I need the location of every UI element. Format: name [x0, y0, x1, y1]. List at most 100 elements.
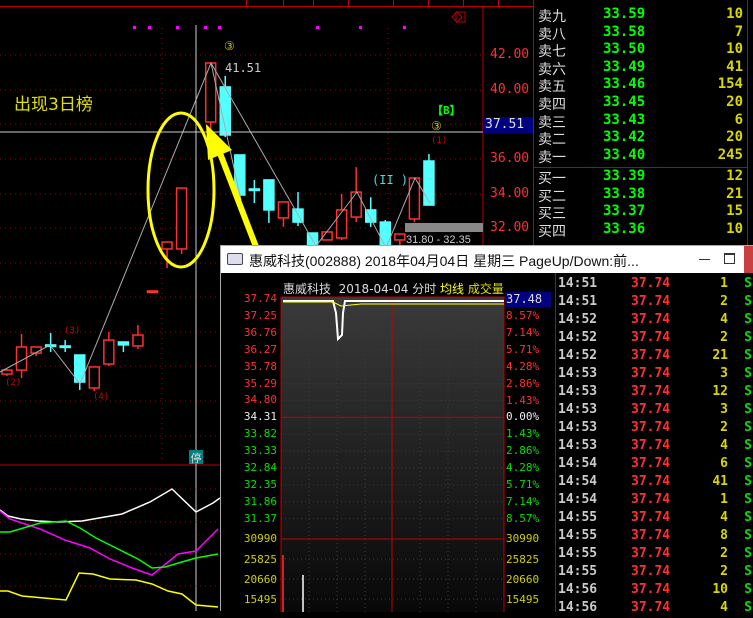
toolbar-tab[interactable] — [498, 0, 499, 7]
header-avg-toggle[interactable]: 均线 — [440, 282, 465, 296]
tick-time: 14:54 — [558, 474, 598, 489]
minimize-icon[interactable] — [699, 259, 710, 260]
tick-row[interactable]: 14:53 37.74 2 S — [556, 420, 753, 438]
volume-label: 20660 — [243, 573, 277, 586]
axis-label: 40.00 — [490, 82, 530, 97]
level-volume: 10 — [726, 41, 743, 58]
percent-label: 4.28% — [506, 359, 540, 373]
order-book-row[interactable]: 买三 33.37 15 — [538, 203, 746, 222]
order-book-row[interactable]: 卖七 33.50 10 — [538, 41, 746, 60]
level-name: 卖三 — [538, 114, 566, 131]
price-label: 37.25 — [243, 308, 277, 322]
candle — [146, 290, 159, 294]
tick-time: 14:53 — [558, 402, 598, 417]
tick-volume: 6 — [720, 456, 728, 471]
tick-row[interactable]: 14:55 37.74 2 S — [556, 564, 753, 582]
tick-time: 14:51 — [558, 276, 598, 291]
order-book-row[interactable]: 卖二 33.42 20 — [538, 129, 746, 148]
tick-row[interactable]: 14:52 37.74 2 S — [556, 330, 753, 348]
toolbar-tab[interactable] — [313, 0, 314, 7]
tick-row[interactable]: 14:53 37.74 3 S — [556, 366, 753, 384]
tick-side: S — [744, 474, 752, 489]
toolbar-tab[interactable] — [393, 0, 394, 7]
level-price: 33.42 — [603, 129, 646, 146]
order-book-row[interactable]: 买二 33.38 21 — [538, 186, 746, 205]
toolbar-tab[interactable] — [348, 0, 349, 7]
tick-side: S — [744, 510, 752, 525]
level-price: 33.43 — [603, 111, 646, 128]
candle — [335, 209, 348, 239]
tick-time: 14:55 — [558, 564, 598, 579]
wave-label: (II ) — [372, 173, 409, 187]
price-line — [283, 300, 504, 342]
tick-volume: 21 — [712, 348, 728, 363]
price-label: 36.76 — [243, 325, 277, 339]
halt-badge: 停 — [189, 450, 203, 465]
percent-label: 1.43% — [506, 393, 540, 407]
percent-label: 7.14% — [506, 494, 540, 508]
tick-row[interactable]: 14:52 37.74 21 S — [556, 348, 753, 366]
tick-side: S — [744, 366, 752, 381]
price-label: 33.33 — [243, 444, 277, 458]
header-volume-toggle[interactable]: 成交量 — [467, 282, 504, 296]
candle — [88, 366, 101, 389]
tick-row[interactable]: 14:56 37.74 10 S — [556, 582, 753, 600]
level-price: 33.49 — [603, 58, 646, 75]
order-book-row[interactable]: 卖八 33.58 7 — [538, 23, 746, 43]
tick-row[interactable]: 14:52 37.74 4 S — [556, 312, 753, 330]
tick-row[interactable]: 14:53 37.74 4 S — [556, 438, 753, 456]
order-book: 卖九 33.59 10 卖八 33.58 7 卖七 33.50 10 卖六 33.49 41 卖五 33.… — [533, 0, 748, 255]
order-book-row[interactable]: 卖一 33.40 245 — [538, 147, 746, 166]
tick-row[interactable]: 14:55 37.74 4 S — [556, 510, 753, 528]
level-price: 33.50 — [603, 41, 646, 58]
buy-marker: 【B】 — [432, 104, 461, 117]
tick-side: S — [744, 582, 752, 597]
tick-row[interactable]: 14:51 37.74 2 S — [556, 294, 753, 312]
order-book-row[interactable]: 买四 33.36 10 — [538, 220, 746, 240]
tick-time: 14:53 — [558, 384, 598, 399]
popup-titlebar[interactable]: 惠威科技(002888) 2018年04月04日 星期三 PageUp/Down… — [221, 246, 753, 273]
tick-row[interactable]: 14:54 37.74 1 S — [556, 492, 753, 510]
maximize-icon[interactable] — [724, 253, 735, 264]
tick-row[interactable]: 14:53 37.74 3 S — [556, 402, 753, 420]
intraday-popup-window[interactable]: 惠威科技(002888) 2018年04月04日 星期三 PageUp/Down… — [220, 245, 753, 615]
order-book-row[interactable]: 卖六 33.49 41 — [538, 58, 746, 78]
tick-list-border — [555, 273, 556, 612]
order-book-row[interactable]: 卖三 33.43 6 — [538, 111, 746, 131]
level-volume: 7 — [734, 23, 743, 40]
tick-volume: 2 — [720, 420, 728, 435]
arrow-icon — [206, 124, 232, 160]
toolbar-tab[interactable] — [428, 0, 429, 7]
level-volume: 15 — [726, 203, 743, 220]
toolbar-tab[interactable] — [283, 0, 284, 7]
tick-side: S — [744, 438, 752, 453]
level-volume: 154 — [717, 76, 743, 93]
percent-label: 0.00% — [506, 410, 540, 424]
tick-volume: 10 — [712, 582, 728, 597]
level-price: 33.36 — [603, 220, 646, 237]
tick-row[interactable]: 14:55 37.74 2 S — [556, 546, 753, 564]
tick-row[interactable]: 14:54 37.74 6 S — [556, 456, 753, 474]
kline-chart[interactable]: 42.00 40.00 36.00 34.00 32.00 37.51 出现3日… — [0, 0, 533, 611]
order-book-row[interactable]: 卖四 33.45 20 — [538, 94, 746, 113]
tick-price: 37.74 — [631, 294, 671, 309]
tick-row[interactable]: 14:56 37.74 4 S — [556, 600, 753, 618]
tick-time: 14:52 — [558, 330, 598, 345]
signal-dot — [218, 26, 221, 29]
close-button[interactable] — [744, 246, 753, 273]
tick-row[interactable]: 14:51 37.74 1 S — [556, 276, 753, 294]
toolbar-tab[interactable] — [246, 0, 247, 7]
order-book-row[interactable]: 卖九 33.59 10 — [538, 6, 746, 25]
candle — [15, 346, 28, 371]
tick-row[interactable]: 14:55 37.74 8 S — [556, 528, 753, 546]
candle — [103, 339, 115, 365]
percent-label: 4.28% — [506, 461, 540, 475]
order-book-row[interactable]: 卖五 33.46 154 — [538, 76, 746, 95]
tick-row[interactable]: 14:53 37.74 12 S — [556, 384, 753, 402]
tick-volume: 4 — [720, 438, 728, 453]
toolbar-tab[interactable] — [463, 0, 464, 7]
tick-row[interactable]: 14:54 37.74 41 S — [556, 474, 753, 492]
candle — [350, 191, 362, 218]
tick-time: 14:53 — [558, 420, 598, 435]
order-book-row[interactable]: 买一 33.39 12 — [538, 168, 746, 187]
